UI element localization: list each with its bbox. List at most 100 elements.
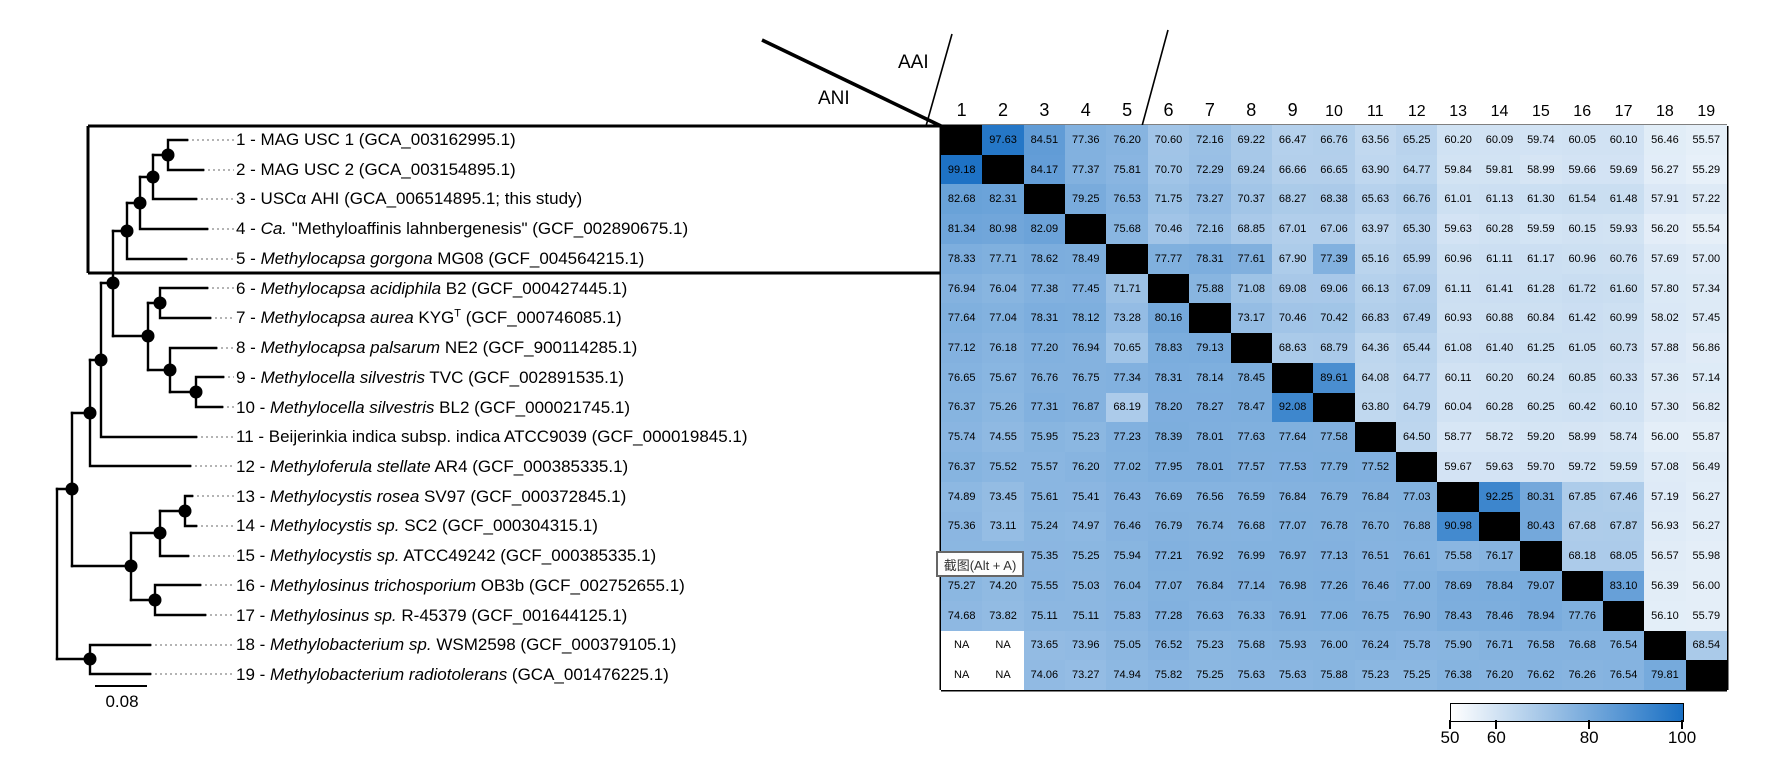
matrix-cell: 75.94 [1106, 541, 1148, 572]
matrix-cell: 70.70 [1147, 154, 1190, 185]
matrix-cell: 76.97 [1271, 541, 1314, 572]
matrix-cell: 56.39 [1644, 571, 1686, 601]
matrix-cell: 77.63 [1230, 422, 1272, 453]
matrix-cell: 59.81 [1478, 154, 1521, 185]
column-header: 16 [1573, 103, 1592, 120]
column-header: 2 [998, 100, 1009, 120]
matrix-cell: 65.16 [1354, 243, 1397, 274]
matrix-cell: 58.99 [1520, 154, 1562, 185]
matrix-cell: 68.54 [1685, 630, 1727, 661]
matrix-cell: 80.31 [1520, 481, 1562, 512]
matrix-cell: 78.31 [1023, 303, 1066, 334]
matrix-cell [1147, 273, 1190, 304]
matrix-cell: 61.42 [1561, 303, 1603, 334]
matrix-cell: 76.92 [1189, 541, 1231, 572]
matrix-cell: 75.23 [1189, 630, 1231, 661]
matrix-cell: 76.65 [941, 362, 983, 393]
matrix-cell: 59.93 [1602, 214, 1645, 244]
column-header: 6 [1163, 100, 1174, 120]
matrix-cell: 76.98 [1271, 571, 1314, 601]
matrix-cell: 68.85 [1230, 214, 1272, 244]
matrix-cell: 57.00 [1685, 243, 1727, 274]
taxon-label: 5 - Methylocapsa gorgona MG08 (GCF_00456… [236, 248, 645, 268]
matrix-cell [1396, 452, 1438, 482]
matrix-cell: 55.87 [1685, 422, 1727, 453]
matrix-cell: 75.55 [1023, 571, 1066, 601]
matrix-cell: 76.75 [1354, 600, 1397, 631]
matrix-cell [1106, 243, 1148, 274]
matrix-cell: 57.36 [1644, 362, 1686, 393]
matrix-cell: 82.68 [941, 184, 983, 215]
ani-aai-heatmap-matrix: 97.63 84.51 77.36 76.20 70.60 72.16 69.22 66.47… [941, 125, 1727, 690]
matrix-cell: 77.00 [1396, 571, 1438, 601]
taxon-label: 8 - Methylocapsa palsarum NE2 (GCF_90011… [236, 338, 638, 358]
taxon-label: 4 - Ca. "Methyloaffinis lahnbergenesis" … [236, 219, 689, 239]
matrix-cell: 69.06 [1313, 273, 1355, 304]
matrix-cell: 73.27 [1189, 184, 1231, 215]
colorbar-tick-label: 100 [1667, 728, 1697, 747]
matrix-cell: 56.27 [1685, 481, 1727, 512]
matrix-cell: 77.21 [1147, 541, 1190, 572]
matrix-cell: 76.38 [1437, 660, 1479, 690]
matrix-cell: 75.68 [1106, 214, 1148, 244]
matrix-cell: 59.70 [1520, 452, 1562, 482]
taxon-label: 15 - Methylocystis sp. ATCC49242 (GCF_00… [236, 546, 657, 566]
matrix-cell: 77.02 [1106, 452, 1148, 482]
taxon-label: 10 - Methylocella silvestris BL2 (GCF_00… [236, 397, 631, 417]
matrix-cell [982, 154, 1024, 185]
matrix-cell: 78.31 [1189, 243, 1231, 274]
matrix-cell: 56.10 [1644, 600, 1686, 631]
matrix-cell: 66.47 [1271, 125, 1314, 155]
matrix-cell: 76.20 [1478, 660, 1521, 690]
matrix-cell: 60.24 [1520, 362, 1562, 393]
matrix-cell: 61.25 [1520, 333, 1562, 363]
matrix-cell: 76.69 [1147, 481, 1190, 512]
matrix-cell: 68.05 [1602, 541, 1645, 572]
heatmap-colorbar [1450, 703, 1684, 722]
matrix-cell [1602, 600, 1645, 631]
column-header: 15 [1531, 103, 1550, 120]
matrix-cell: 78.46 [1478, 600, 1521, 631]
matrix-cell: 60.88 [1478, 303, 1521, 334]
matrix-cell: 66.66 [1271, 154, 1314, 185]
matrix-cell: 55.98 [1685, 541, 1727, 572]
scale-bar-label: 0.08 [105, 692, 139, 711]
matrix-cell: 60.10 [1602, 125, 1645, 155]
matrix-cell: 77.23 [1106, 422, 1148, 453]
matrix-cell: 64.08 [1354, 362, 1397, 393]
column-header: 13 [1449, 103, 1467, 120]
matrix-cell: 57.80 [1644, 273, 1686, 304]
matrix-cell: 60.10 [1602, 392, 1645, 423]
matrix-cell: 77.64 [941, 303, 983, 334]
matrix-cell [1520, 541, 1562, 572]
matrix-cell: 60.11 [1437, 362, 1479, 393]
matrix-cell: 67.68 [1561, 511, 1603, 542]
matrix-cell: 76.20 [1065, 452, 1107, 482]
matrix-cell: 76.53 [1106, 184, 1148, 215]
matrix-cell: 66.65 [1313, 154, 1355, 185]
matrix-cell: 70.46 [1271, 303, 1314, 334]
matrix-cell: 64.77 [1396, 154, 1438, 185]
matrix-cell: 77.07 [1271, 511, 1314, 542]
screenshot-tool-tooltip[interactable]: 截图(Alt + A) [936, 551, 1024, 577]
matrix-cell: 60.09 [1478, 125, 1521, 155]
matrix-cell: 77.13 [1313, 541, 1355, 572]
taxon-label: 6 - Methylocapsa acidiphila B2 (GCF_0004… [236, 278, 628, 298]
matrix-cell: 67.01 [1271, 214, 1314, 244]
matrix-cell: 76.91 [1271, 600, 1314, 631]
matrix-cell: 59.72 [1561, 452, 1603, 482]
matrix-cell: 61.28 [1520, 273, 1562, 304]
matrix-cell: 64.79 [1396, 392, 1438, 423]
matrix-cell: 58.74 [1602, 422, 1645, 453]
matrix-cell: 76.46 [1354, 571, 1397, 601]
taxon-label: 12 - Methyloferula stellate AR4 (GCF_000… [236, 456, 629, 476]
matrix-cell: 70.65 [1106, 333, 1148, 363]
matrix-cell: 78.31 [1147, 362, 1190, 393]
matrix-cell: 55.29 [1685, 154, 1727, 185]
matrix-cell: 66.83 [1354, 303, 1397, 334]
matrix-cell: 57.08 [1644, 452, 1686, 482]
matrix-cell: 99.18 [941, 154, 983, 185]
matrix-cell: 75.61 [1023, 481, 1066, 512]
matrix-cell: 76.58 [1520, 630, 1562, 661]
matrix-cell: 56.57 [1644, 541, 1686, 572]
